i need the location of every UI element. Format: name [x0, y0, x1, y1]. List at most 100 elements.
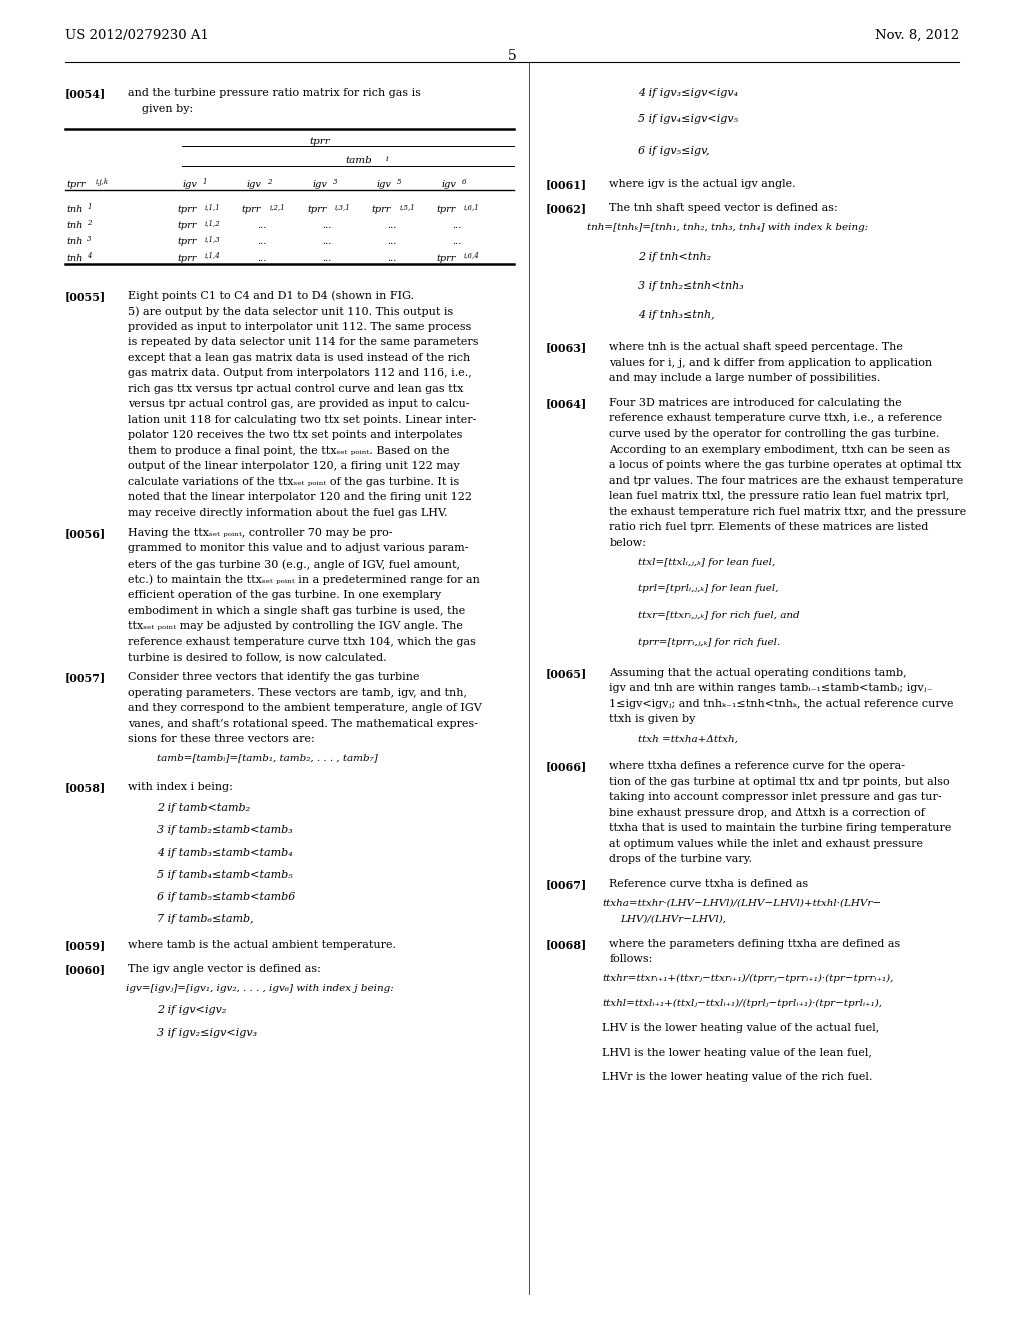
- Text: Assuming that the actual operating conditions tamb,: Assuming that the actual operating condi…: [609, 668, 907, 678]
- Text: tnh=[tnhₖ]=[tnh₁, tnh₂, tnh₃, tnh₄] with index k being:: tnh=[tnhₖ]=[tnh₁, tnh₂, tnh₃, tnh₄] with…: [587, 223, 868, 232]
- Text: reference exhaust temperature curve ttxh, i.e., a reference: reference exhaust temperature curve ttxh…: [609, 413, 942, 424]
- Text: output of the linear interpolator 120, a firing unit 122 may: output of the linear interpolator 120, a…: [128, 462, 460, 471]
- Text: 2: 2: [87, 219, 91, 227]
- Text: ...: ...: [323, 238, 332, 247]
- Text: US 2012/0279230 A1: US 2012/0279230 A1: [65, 29, 209, 42]
- Text: embodiment in which a single shaft gas turbine is used, the: embodiment in which a single shaft gas t…: [128, 606, 465, 615]
- Text: where tamb is the actual ambient temperature.: where tamb is the actual ambient tempera…: [128, 940, 396, 950]
- Text: follows:: follows:: [609, 954, 652, 964]
- Text: a locus of points where the gas turbine operates at optimal ttx: a locus of points where the gas turbine …: [609, 459, 962, 470]
- Text: ttxhr=ttxrᵢ₊₁+(ttxrⱼ−ttxrᵢ₊₁)/(tprrⱼ−tprrᵢ₊₁)·(tpr−tprrᵢ₊₁),: ttxhr=ttxrᵢ₊₁+(ttxrⱼ−ttxrᵢ₊₁)/(tprrⱼ−tpr…: [602, 974, 894, 983]
- Text: eters of the gas turbine 30 (e.g., angle of IGV, fuel amount,: eters of the gas turbine 30 (e.g., angle…: [128, 558, 460, 569]
- Text: [0066]: [0066]: [546, 762, 587, 772]
- Text: LHVr is the lower heating value of the rich fuel.: LHVr is the lower heating value of the r…: [602, 1072, 872, 1082]
- Text: [0057]: [0057]: [65, 672, 105, 682]
- Text: curve used by the operator for controlling the gas turbine.: curve used by the operator for controlli…: [609, 429, 940, 440]
- Text: i,1,3: i,1,3: [205, 235, 220, 243]
- Text: tprr: tprr: [177, 220, 197, 230]
- Text: 5: 5: [508, 49, 516, 63]
- Text: Reference curve ttxha is defined as: Reference curve ttxha is defined as: [609, 879, 809, 888]
- Text: tnh: tnh: [67, 253, 83, 263]
- Text: 1≤igv<igvⱼ; and tnhₖ₋₁≤tnh<tnhₖ, the actual reference curve: 1≤igv<igvⱼ; and tnhₖ₋₁≤tnh<tnhₖ, the act…: [609, 698, 953, 709]
- Text: igv: igv: [312, 181, 328, 189]
- Text: calculate variations of the ttxₛₑₜ ₚₒᵢₙₜ of the gas turbine. It is: calculate variations of the ttxₛₑₜ ₚₒᵢₙₜ…: [128, 477, 459, 487]
- Text: below:: below:: [609, 537, 646, 548]
- Text: provided as input to interpolator unit 112. The same process: provided as input to interpolator unit 1…: [128, 322, 471, 331]
- Text: 4: 4: [87, 252, 91, 260]
- Text: reference exhaust temperature curve ttxh 104, which the gas: reference exhaust temperature curve ttxh…: [128, 636, 476, 647]
- Text: 6 if igv₅≤igv,: 6 if igv₅≤igv,: [638, 147, 710, 156]
- Text: Four 3D matrices are introduced for calculating the: Four 3D matrices are introduced for calc…: [609, 397, 902, 408]
- Text: 6: 6: [462, 178, 466, 186]
- Text: 3 if tnh₂≤tnh<tnh₃: 3 if tnh₂≤tnh<tnh₃: [638, 281, 743, 292]
- Text: [0054]: [0054]: [65, 88, 105, 99]
- Text: etc.) to maintain the ttxₛₑₜ ₚₒᵢₙₜ in a predetermined range for an: etc.) to maintain the ttxₛₑₜ ₚₒᵢₙₜ in a …: [128, 574, 480, 585]
- Text: ...: ...: [257, 220, 266, 230]
- Text: and the turbine pressure ratio matrix for rich gas is: and the turbine pressure ratio matrix fo…: [128, 88, 421, 99]
- Text: [0060]: [0060]: [65, 965, 105, 975]
- Text: ...: ...: [323, 253, 332, 263]
- Text: grammed to monitor this value and to adjust various param-: grammed to monitor this value and to adj…: [128, 544, 469, 553]
- Text: 1: 1: [87, 203, 91, 211]
- Text: i,3,1: i,3,1: [335, 203, 350, 211]
- Text: operating parameters. These vectors are tamb, igv, and tnh,: operating parameters. These vectors are …: [128, 688, 467, 697]
- Text: vanes, and shaft’s rotational speed. The mathematical expres-: vanes, and shaft’s rotational speed. The…: [128, 718, 478, 729]
- Text: i,j,k: i,j,k: [95, 178, 109, 186]
- Text: sions for these three vectors are:: sions for these three vectors are:: [128, 734, 314, 744]
- Text: 3: 3: [333, 178, 337, 186]
- Text: LHVl is the lower heating value of the lean fuel,: LHVl is the lower heating value of the l…: [602, 1048, 872, 1057]
- Text: except that a lean gas matrix data is used instead of the rich: except that a lean gas matrix data is us…: [128, 352, 470, 363]
- Text: is repeated by data selector unit 114 for the same parameters: is repeated by data selector unit 114 fo…: [128, 338, 478, 347]
- Text: 1: 1: [203, 178, 207, 186]
- Text: 5 if igv₄≤igv<igv₅: 5 if igv₄≤igv<igv₅: [638, 114, 738, 124]
- Text: 3: 3: [87, 235, 91, 243]
- Text: tprr=[tprrᵢ,ⱼ,ₖ] for rich fuel.: tprr=[tprrᵢ,ⱼ,ₖ] for rich fuel.: [638, 638, 780, 647]
- Text: [0067]: [0067]: [546, 879, 587, 890]
- Text: [0061]: [0061]: [546, 178, 587, 190]
- Text: noted that the linear interpolator 120 and the firing unit 122: noted that the linear interpolator 120 a…: [128, 492, 472, 503]
- Text: at optimum values while the inlet and exhaust pressure: at optimum values while the inlet and ex…: [609, 838, 924, 849]
- Text: versus tpr actual control gas, are provided as input to calcu-: versus tpr actual control gas, are provi…: [128, 400, 469, 409]
- Text: tnh: tnh: [67, 238, 83, 247]
- Text: where tnh is the actual shaft speed percentage. The: where tnh is the actual shaft speed perc…: [609, 342, 903, 352]
- Text: i,6,4: i,6,4: [464, 252, 479, 260]
- Text: and they correspond to the ambient temperature, angle of IGV: and they correspond to the ambient tempe…: [128, 704, 481, 713]
- Text: tprr: tprr: [242, 205, 261, 214]
- Text: tprl=[tprlᵢ,ⱼ,ₖ] for lean fuel,: tprl=[tprlᵢ,ⱼ,ₖ] for lean fuel,: [638, 585, 778, 593]
- Text: i,1,4: i,1,4: [205, 252, 220, 260]
- Text: Consider three vectors that identify the gas turbine: Consider three vectors that identify the…: [128, 672, 420, 682]
- Text: tprr: tprr: [436, 205, 456, 214]
- Text: with index i being:: with index i being:: [128, 781, 232, 792]
- Text: drops of the turbine vary.: drops of the turbine vary.: [609, 854, 753, 865]
- Text: given by:: given by:: [142, 104, 194, 114]
- Text: ...: ...: [387, 220, 396, 230]
- Text: 5 if tamb₄≤tamb<tamb₅: 5 if tamb₄≤tamb<tamb₅: [157, 870, 293, 880]
- Text: values for i, j, and k differ from application to application: values for i, j, and k differ from appli…: [609, 358, 933, 368]
- Text: LHV)/(LHVr−LHVl),: LHV)/(LHVr−LHVl),: [621, 915, 727, 923]
- Text: 5) are output by the data selector unit 110. This output is: 5) are output by the data selector unit …: [128, 306, 454, 317]
- Text: [0064]: [0064]: [546, 397, 587, 409]
- Text: 4 if igv₃≤igv<igv₄: 4 if igv₃≤igv<igv₄: [638, 88, 738, 99]
- Text: [0062]: [0062]: [546, 203, 587, 214]
- Text: 3 if tamb₂≤tamb<tamb₃: 3 if tamb₂≤tamb<tamb₃: [157, 825, 293, 836]
- Text: ttxha=ttxhr·(LHV−LHVl)/(LHV−LHVl)+ttxhl·(LHVr−: ttxha=ttxhr·(LHV−LHVl)/(LHV−LHVl)+ttxhl·…: [602, 899, 882, 908]
- Text: igv=[igvⱼ]=[igv₁, igv₂, . . . , igv₆] with index j being:: igv=[igvⱼ]=[igv₁, igv₂, . . . , igv₆] wi…: [126, 985, 393, 994]
- Text: tprr: tprr: [177, 205, 197, 214]
- Text: LHV is the lower heating value of the actual fuel,: LHV is the lower heating value of the ac…: [602, 1023, 880, 1034]
- Text: where ttxha defines a reference curve for the opera-: where ttxha defines a reference curve fo…: [609, 762, 905, 771]
- Text: igv: igv: [247, 181, 262, 189]
- Text: rich gas ttx versus tpr actual control curve and lean gas ttx: rich gas ttx versus tpr actual control c…: [128, 384, 464, 393]
- Text: the exhaust temperature rich fuel matrix ttxr, and the pressure: the exhaust temperature rich fuel matrix…: [609, 507, 967, 516]
- Text: [0065]: [0065]: [546, 668, 587, 678]
- Text: ...: ...: [323, 220, 332, 230]
- Text: igv: igv: [182, 181, 198, 189]
- Text: ttxr=[ttxrᵢ,ⱼ,ₖ] for rich fuel, and: ttxr=[ttxrᵢ,ⱼ,ₖ] for rich fuel, and: [638, 611, 800, 620]
- Text: Having the ttxₛₑₜ ₚₒᵢₙₜ, controller 70 may be pro-: Having the ttxₛₑₜ ₚₒᵢₙₜ, controller 70 m…: [128, 528, 392, 539]
- Text: 2 if tamb<tamb₂: 2 if tamb<tamb₂: [157, 803, 250, 813]
- Text: tprr: tprr: [307, 205, 327, 214]
- Text: ttxh =ttxha+Δttxh,: ttxh =ttxha+Δttxh,: [638, 734, 738, 743]
- Text: tnh: tnh: [67, 220, 83, 230]
- Text: 6 if tamb₅≤tamb<tamb6: 6 if tamb₅≤tamb<tamb6: [157, 892, 295, 902]
- Text: ttxl=[ttxlᵢ,ⱼ,ₖ] for lean fuel,: ttxl=[ttxlᵢ,ⱼ,ₖ] for lean fuel,: [638, 557, 775, 566]
- Text: i: i: [386, 156, 388, 164]
